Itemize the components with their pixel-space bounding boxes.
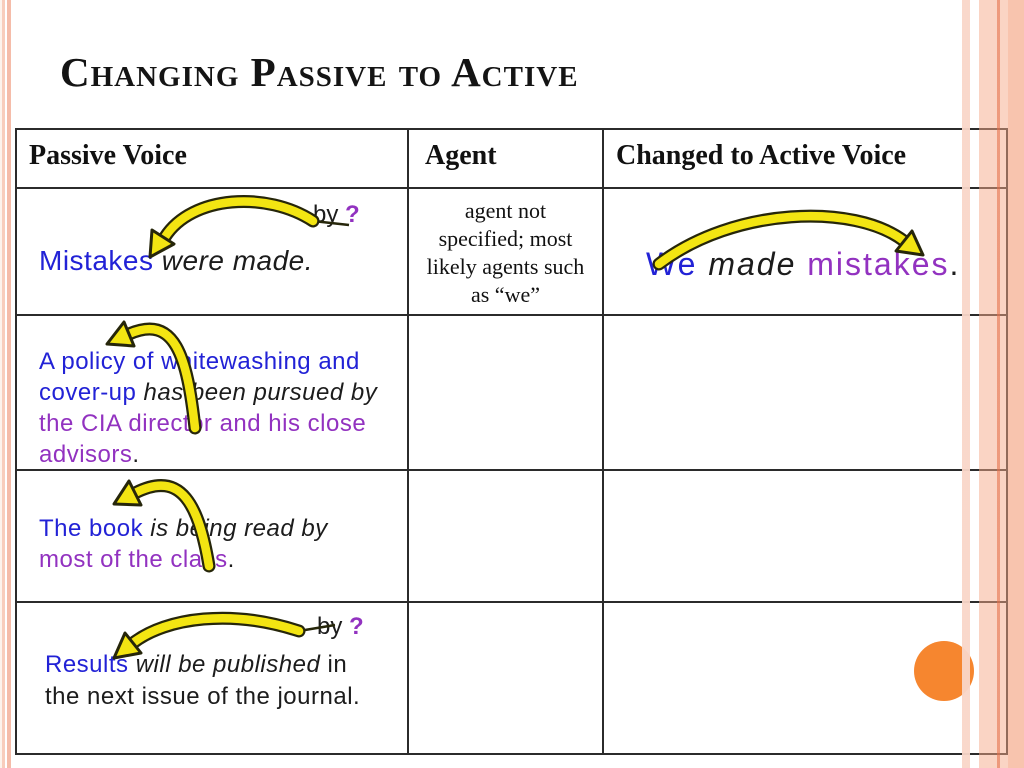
- cell-active-empty: [602, 314, 1006, 469]
- passive-sentence: Results will be published in the next iss…: [45, 651, 361, 710]
- orange-circle: [914, 641, 974, 701]
- agent-explanation: agent not specified; most likely agents su…: [426, 198, 585, 307]
- header-label: Changed to Active Voice: [616, 139, 907, 171]
- header-label: Agent: [425, 139, 497, 171]
- column-header-changed-to-active: Changed to Active Voice: [602, 130, 1006, 187]
- cell-agent-empty: [407, 469, 602, 601]
- cell-passive-book: The book is being read by most of the cla…: [17, 469, 407, 601]
- passive-sentence: The book is being read by most of the cla…: [39, 515, 328, 573]
- passive-active-table: Passive Voice Agent Changed to Active Vo…: [15, 128, 1008, 755]
- header-label: Passive Voice: [29, 139, 187, 171]
- column-header-agent: Agent: [407, 130, 602, 187]
- cell-passive-results: by ? Results will be published in the nex…: [17, 601, 407, 753]
- cell-active-empty: [602, 601, 1006, 753]
- left-border-stripes: [0, 0, 12, 768]
- cell-passive-whitewashing: A policy of whitewashing and cover-up has…: [17, 314, 407, 469]
- cell-active-empty: [602, 469, 1006, 601]
- cell-agent-empty: [407, 314, 602, 469]
- cell-agent-note: agent not specified; most likely agents su…: [407, 187, 602, 314]
- passive-sentence: A policy of whitewashing and cover-up has…: [39, 348, 378, 468]
- active-sentence: We made mistakes.: [646, 246, 961, 282]
- column-header-passive-voice: Passive Voice: [17, 130, 407, 187]
- by-question-label: by ?: [313, 201, 360, 228]
- cell-agent-empty: [407, 601, 602, 753]
- by-question-label: by ?: [317, 613, 364, 640]
- page-title: Changing Passive to Active: [60, 49, 579, 95]
- cell-passive-mistakes: by ? Mistakes were made.: [17, 187, 407, 314]
- cell-active-we-made-mistakes: We made mistakes.: [602, 187, 1006, 314]
- passive-sentence: Mistakes were made.: [39, 245, 314, 276]
